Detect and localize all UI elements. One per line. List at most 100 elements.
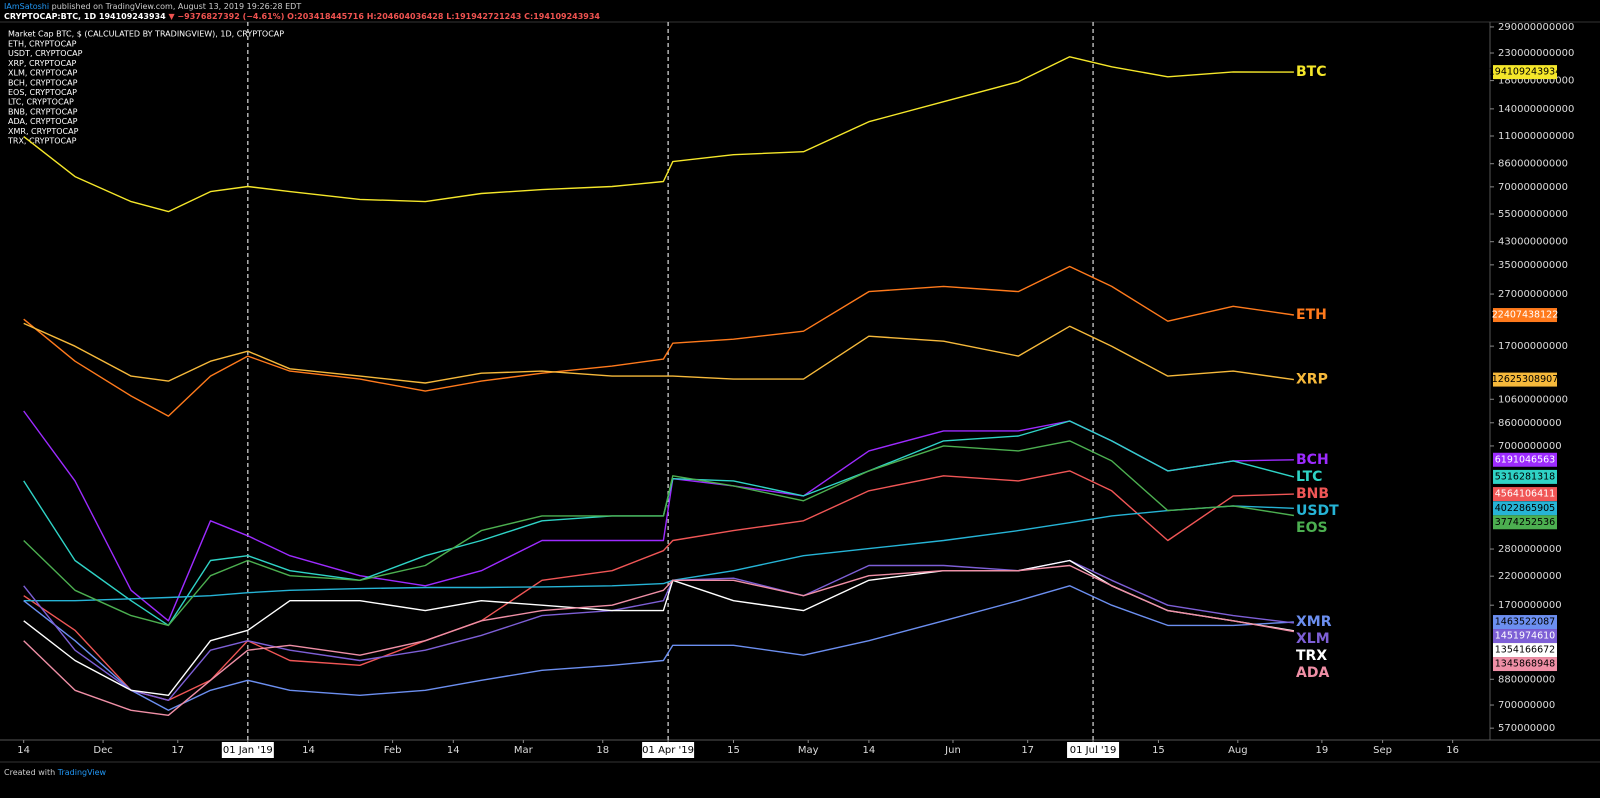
- footer: Created with TradingView: [4, 768, 107, 777]
- series-name-label: TRX: [1296, 648, 1327, 664]
- legend-entry: BNB, CRYPTOCAP: [8, 107, 78, 116]
- author[interactable]: IAmSatoshi: [4, 2, 49, 11]
- value-label-box: [1493, 615, 1557, 630]
- series-line: [23, 585, 1294, 711]
- series-line: [23, 559, 1295, 696]
- symbol-line: CRYPTOCAP:BTC, 1D 194109243934 ▼ −937682…: [4, 12, 600, 21]
- symbol: CRYPTOCAP:BTC, 1D: [4, 12, 96, 21]
- value-label: 12625308907: [1492, 374, 1559, 385]
- y-tick-label: 570000000: [1498, 723, 1555, 734]
- value-label: 3774252536: [1495, 517, 1555, 528]
- series-line: [23, 470, 1294, 701]
- created-with: Created with: [4, 768, 55, 777]
- value-label-box: [1493, 643, 1557, 658]
- x-tick-label: 17: [1021, 745, 1034, 756]
- series-line: [23, 56, 1294, 213]
- series-line: [23, 322, 1294, 384]
- series-line: [23, 505, 1294, 602]
- y-tick-label: 140000000000: [1498, 104, 1574, 115]
- x-tick-label: Jun: [944, 745, 961, 756]
- value-label: 1463522087: [1495, 617, 1555, 628]
- x-tick-label: 18: [596, 745, 609, 756]
- legend-entry: TRX, CRYPTOCAP: [7, 137, 77, 146]
- value-label: 6191046563: [1495, 454, 1555, 465]
- series-name-label: BNB: [1296, 486, 1329, 502]
- legend-entry: USDT, CRYPTOCAP: [8, 49, 83, 58]
- x-tick-box: [221, 742, 274, 758]
- y-tick-label: 43000000000: [1498, 237, 1568, 248]
- y-tick-label: 1700000000: [1498, 600, 1562, 611]
- y-tick-label: 55000000000: [1498, 209, 1568, 220]
- ohlc-close: C:194109243934: [524, 12, 600, 21]
- value-label: 4022865905: [1495, 503, 1555, 514]
- legend-entry: XLM, CRYPTOCAP: [8, 69, 78, 78]
- y-tick-label: 700000000: [1498, 700, 1555, 711]
- x-tick-label: May: [798, 745, 819, 756]
- x-tick-label: 16: [1446, 745, 1459, 756]
- y-tick-label: 35000000000: [1498, 260, 1568, 271]
- x-tick-label: Mar: [514, 745, 534, 756]
- value-label-box: [1493, 657, 1557, 672]
- brand[interactable]: TradingView: [57, 768, 107, 777]
- legend-entry: XMR, CRYPTOCAP: [8, 127, 79, 136]
- x-tick-label: 17: [171, 745, 184, 756]
- x-tick-label: 14: [17, 745, 30, 756]
- y-tick-label: 2800000000: [1498, 544, 1562, 555]
- legend-entry: ADA, CRYPTOCAP: [8, 117, 78, 126]
- value-label-box: [1493, 452, 1557, 467]
- x-tick-label: 15: [727, 745, 740, 756]
- series-name-label: BCH: [1296, 452, 1329, 468]
- ohlc-high: H:204604036428: [367, 12, 444, 21]
- x-tick-box: [1067, 742, 1120, 758]
- series-line: [23, 440, 1295, 627]
- series-name-label: ETH: [1296, 307, 1327, 323]
- series-name-label: ADA: [1296, 665, 1329, 681]
- x-tick-box: [642, 742, 695, 758]
- x-tick-label: 14: [302, 745, 315, 756]
- y-tick-label: 86000000000: [1498, 159, 1568, 170]
- y-tick-label: 8600000000: [1498, 418, 1562, 429]
- x-tick-label: 14: [447, 745, 460, 756]
- x-tick-label: Sep: [1373, 745, 1392, 756]
- y-tick-label: 110000000000: [1498, 131, 1574, 142]
- series-line: [23, 564, 1295, 716]
- header-line: IAmSatoshi published on TradingView.com,…: [4, 2, 301, 11]
- value-label: 1354166672: [1495, 645, 1555, 656]
- y-tick-label: 17000000000: [1498, 341, 1568, 352]
- value-label-box: [1493, 65, 1557, 80]
- y-tick-label: 2200000000: [1498, 571, 1562, 582]
- x-tick-label: 14: [863, 745, 876, 756]
- value-label: 194109243934: [1489, 67, 1562, 78]
- value-label-box: [1493, 469, 1557, 484]
- value-label: 1345868948: [1495, 659, 1555, 670]
- series-name-label: USDT: [1296, 503, 1339, 519]
- value-label: 5316281318: [1495, 471, 1555, 482]
- value-label-box: [1493, 501, 1557, 516]
- y-tick-label: 10600000000: [1498, 394, 1568, 405]
- published: published on TradingView.com, August 13,…: [52, 2, 302, 11]
- value-label-box: [1493, 308, 1557, 323]
- y-tick-label: 70000000000: [1498, 182, 1568, 193]
- y-tick-label: 180000000000: [1498, 76, 1574, 87]
- series-name-label: EOS: [1296, 520, 1328, 536]
- x-tick-label: 01 Jan '19: [223, 745, 273, 756]
- series-name-label: XMR: [1296, 614, 1332, 630]
- series-name-label: BTC: [1296, 64, 1327, 80]
- y-tick-label: 27000000000: [1498, 289, 1568, 300]
- value-label-box: [1493, 487, 1557, 502]
- x-tick-label: Aug: [1228, 745, 1248, 756]
- y-tick-label: 7000000000: [1498, 441, 1562, 452]
- y-tick-label: 290000000000: [1498, 22, 1574, 33]
- value-label: 22407438122: [1492, 310, 1559, 321]
- change: ▼ −9376827392 (−4.61%): [168, 12, 284, 21]
- y-tick-label: 230000000000: [1498, 48, 1574, 59]
- x-tick-label: 19: [1316, 745, 1329, 756]
- legend-entry: ETH, CRYPTOCAP: [8, 40, 77, 49]
- last-price: 194109243934: [99, 12, 166, 21]
- chart-title: Market Cap BTC, $ (CALCULATED BY TRADING…: [8, 30, 284, 39]
- ohlc-low: L:191942721243: [446, 12, 521, 21]
- value-label-box: [1493, 372, 1557, 387]
- legend-entry: BCH, CRYPTOCAP: [8, 78, 78, 87]
- ohlc-open: O:203418445716: [287, 12, 364, 21]
